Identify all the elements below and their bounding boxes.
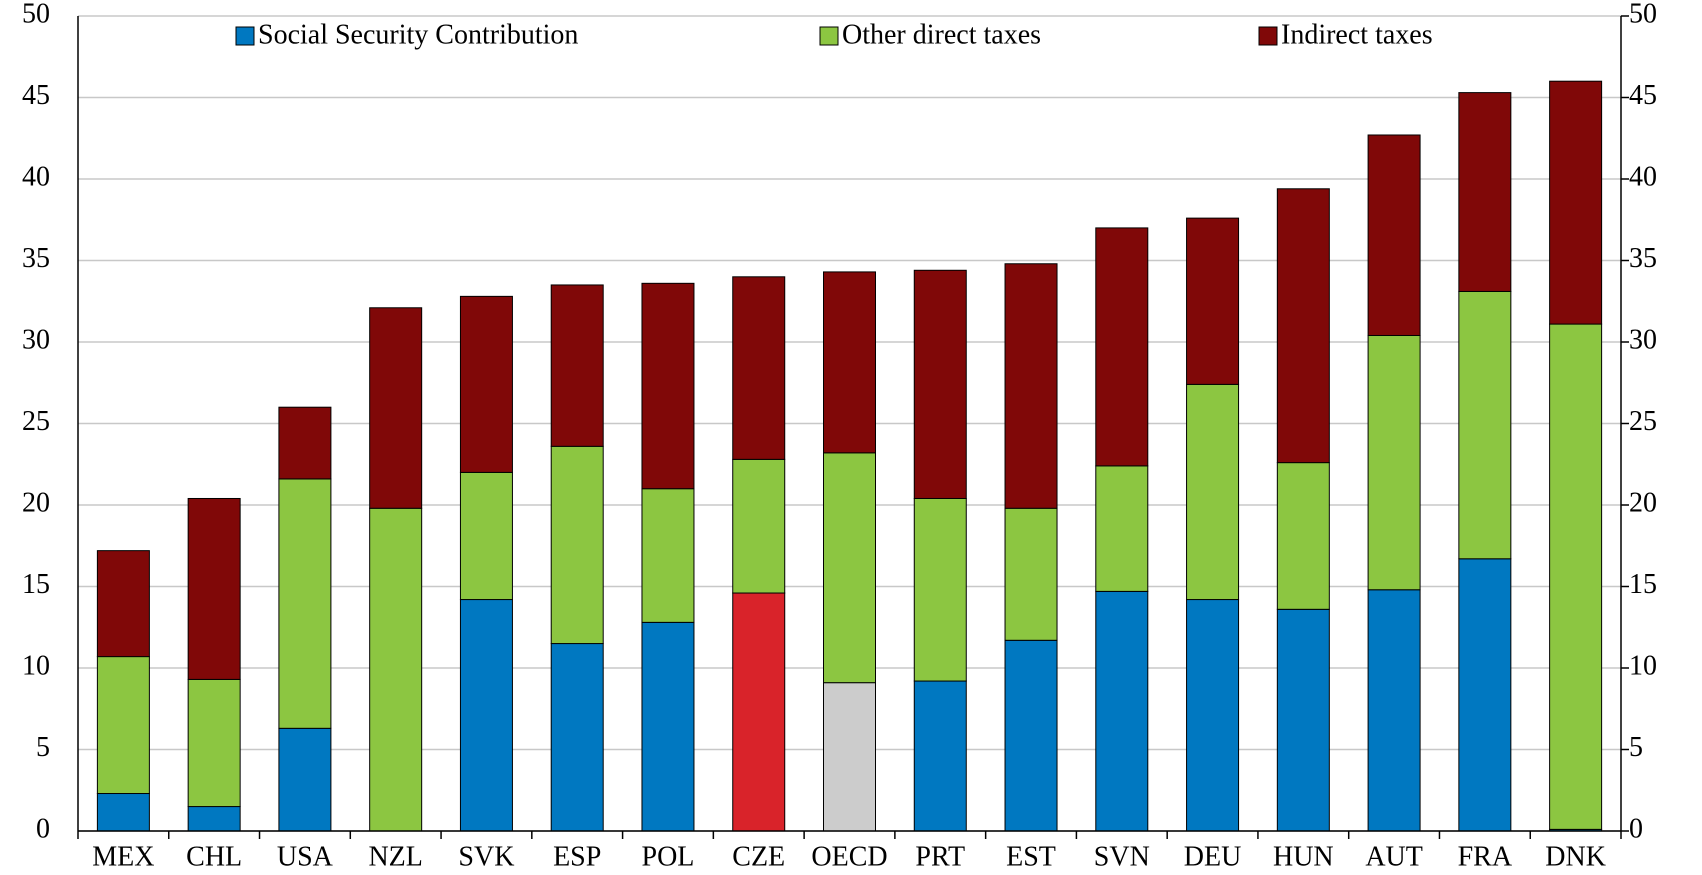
y2-tick-label: 35 [1629, 243, 1657, 274]
bar-segment [369, 507, 423, 832]
x-tick-label: NZL [368, 841, 422, 872]
bar-segment [1458, 558, 1512, 832]
y-tick-label: 0 [36, 813, 50, 844]
bar-segment [641, 488, 695, 623]
legend-swatch [819, 26, 839, 46]
bar-segment [187, 497, 241, 680]
bar-segment [187, 678, 241, 808]
y-tick-label: 40 [22, 161, 50, 192]
x-tick-label: ESP [553, 841, 601, 872]
x-tick-label: HUN [1273, 841, 1334, 872]
y2-tick-label: 50 [1629, 0, 1657, 29]
x-tick-label: USA [277, 841, 334, 872]
y2-tick-label: 10 [1629, 650, 1657, 681]
bar-segment [732, 458, 786, 594]
x-tick-label: SVK [458, 841, 514, 872]
y2-tick-label: 45 [1629, 80, 1657, 111]
bar-segment [913, 680, 967, 832]
bar-segment [1276, 608, 1330, 832]
y-tick-label: 15 [22, 569, 50, 600]
bar-segment [1276, 462, 1330, 610]
x-tick-label: FRA [1458, 841, 1513, 872]
y2-tick-label: 40 [1629, 161, 1657, 192]
y-tick-label: 30 [22, 324, 50, 355]
bar-segment [96, 550, 150, 658]
bar-segment [1095, 227, 1149, 467]
x-tick-label: MEX [92, 841, 154, 872]
bar-segment [96, 793, 150, 832]
bar-segment [187, 806, 241, 832]
bar-segment [550, 643, 604, 832]
bar-segment [278, 727, 332, 832]
x-tick-label: POL [642, 841, 695, 872]
bar-segment [1367, 134, 1421, 336]
bar-segment [1004, 263, 1058, 509]
bar-segment [913, 269, 967, 499]
y2-tick-label: 5 [1629, 732, 1643, 763]
x-tick-label: SVN [1094, 841, 1150, 872]
y-tick-label: 10 [22, 650, 50, 681]
bar-segment [459, 295, 513, 473]
y2-tick-label: 30 [1629, 324, 1657, 355]
legend-label: Social Security Contribution [258, 19, 578, 50]
bar-segment [1186, 599, 1240, 832]
legend-swatch [235, 26, 255, 46]
x-tick-label: DNK [1545, 841, 1606, 872]
bar-segment [459, 599, 513, 832]
bar-segment [823, 452, 876, 684]
bar-segment [823, 271, 876, 454]
x-tick-label: DEU [1184, 841, 1242, 872]
x-tick-label: OECD [811, 841, 887, 872]
bar-segment [913, 497, 967, 682]
bar-segment [1004, 507, 1058, 641]
x-tick-label: PRT [915, 841, 965, 872]
y2-tick-label: 0 [1629, 813, 1643, 844]
bar-segment [1367, 589, 1421, 832]
bar-segment [1458, 290, 1512, 560]
bar-segment [1549, 323, 1603, 830]
x-tick-label: CZE [732, 841, 785, 872]
y-tick-label: 20 [22, 487, 50, 518]
bar-segment [1549, 80, 1603, 325]
bar-segment [278, 478, 332, 729]
y-tick-label: 25 [22, 406, 50, 437]
y-tick-label: 45 [22, 80, 50, 111]
bar-segment [550, 284, 604, 447]
y-tick-label: 35 [22, 243, 50, 274]
bar-segment [278, 406, 332, 480]
bar-segment [1186, 383, 1240, 601]
x-tick-label: EST [1006, 841, 1056, 872]
bar-segment [732, 276, 786, 460]
bar-segment [1186, 217, 1240, 385]
bar-segment [641, 282, 695, 490]
bar-segment [823, 682, 876, 832]
y-tick-label: 50 [22, 0, 50, 29]
y2-tick-label: 15 [1629, 569, 1657, 600]
bar-segment [1276, 188, 1330, 464]
bar-segment [459, 471, 513, 601]
bar-segment [96, 656, 150, 795]
y2-tick-label: 20 [1629, 487, 1657, 518]
x-tick-label: CHL [186, 841, 242, 872]
bar-segment [641, 621, 695, 832]
bar-segment [1367, 334, 1421, 591]
bar-segment [1095, 465, 1149, 592]
bar-segment [1095, 590, 1149, 832]
bar-segment [550, 445, 604, 645]
legend-label: Indirect taxes [1281, 19, 1433, 50]
bar-segment [1458, 92, 1512, 292]
bar-segment [732, 592, 786, 832]
bar-segment [1004, 639, 1058, 832]
y-tick-label: 5 [36, 732, 50, 763]
y2-tick-label: 25 [1629, 406, 1657, 437]
bar-segment [369, 307, 423, 509]
legend-label: Other direct taxes [842, 19, 1041, 50]
x-tick-label: AUT [1365, 841, 1423, 872]
legend-swatch [1258, 26, 1278, 46]
